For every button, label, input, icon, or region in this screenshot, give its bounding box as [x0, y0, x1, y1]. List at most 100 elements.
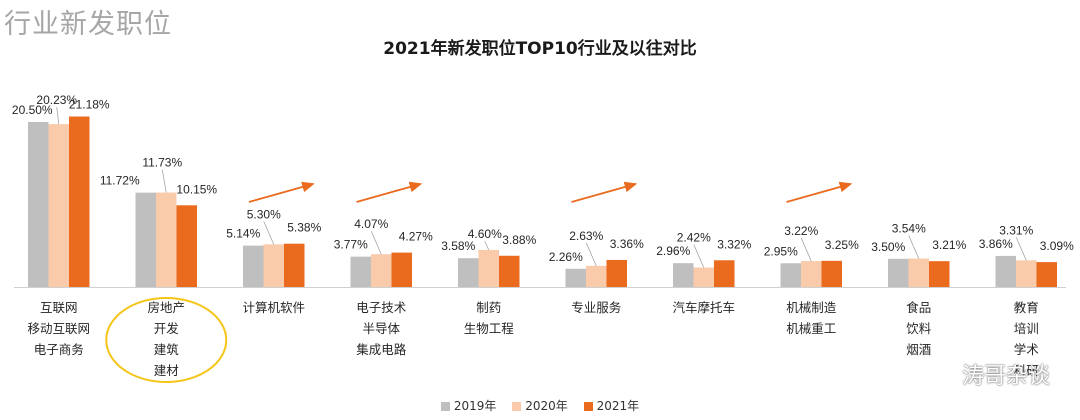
bar-10-2019年 — [995, 255, 1016, 287]
data-label-2-2020年: 11.73% — [142, 156, 182, 170]
data-label-8-2019年: 2.95% — [764, 244, 798, 258]
data-label-4-2019年: 3.77% — [334, 238, 368, 252]
category-label-7-1: 汽车摩托车 — [672, 300, 735, 315]
data-label-8-2021年: 3.25% — [825, 238, 859, 252]
category-label-10-1: 教育 — [1014, 300, 1039, 315]
rising-arrow-3 — [248, 181, 315, 203]
bar-3-2019年 — [243, 245, 264, 287]
legend-swatch-2019 — [440, 402, 450, 411]
data-label-10-2020年: 3.31% — [999, 223, 1033, 237]
data-label-7-2019年: 2.96% — [656, 244, 690, 258]
chart-legend: 2019年 2020年 2021年 — [0, 397, 1080, 414]
legend-item-2021: 2021年 — [583, 397, 640, 414]
category-label-2-2: 开发 — [154, 321, 180, 336]
highlight-circle — [105, 297, 228, 383]
category-label-9-3: 烟酒 — [906, 343, 931, 357]
category-label-5-2: 生物工程 — [464, 321, 515, 336]
data-label-2-2019年: 11.72% — [100, 174, 140, 188]
category-label-8-1: 机械制造 — [786, 300, 837, 315]
category-label-10-4: 科研 — [1014, 364, 1039, 378]
bar-9-2021年 — [929, 261, 950, 287]
bar-6-2020年 — [586, 265, 607, 287]
category-label-10-2: 培训 — [1014, 321, 1039, 336]
category-label-3-1: 计算机软件 — [242, 300, 305, 315]
data-label-5-2021年: 3.88% — [502, 233, 536, 247]
leader-line-10 — [1015, 237, 1027, 261]
bar-8-2020年 — [801, 261, 822, 287]
category-label-5-1: 制药 — [476, 301, 501, 315]
data-label-1-2020年: 20.23% — [36, 93, 77, 107]
bar-4-2019年 — [350, 256, 371, 287]
wechat-icon — [926, 366, 954, 387]
legend-label-2019: 2019年 — [453, 399, 497, 413]
legend-item-2020: 2020年 — [512, 397, 568, 414]
data-label-2-2021年: 10.15% — [176, 182, 217, 196]
bar-8-2021年 — [821, 260, 842, 287]
category-label-2-4: 建材 — [154, 364, 179, 378]
bar-5-2020年 — [478, 249, 499, 287]
data-label-3-2019年: 5.14% — [226, 227, 260, 241]
category-label-1-1: 互联网 — [40, 301, 78, 315]
leader-line-2 — [161, 169, 167, 193]
category-label-4-2: 半导体 — [362, 322, 400, 336]
category-label-1-2: 移动互联网 — [27, 322, 90, 336]
leader-line-5 — [484, 240, 490, 251]
category-label-8-2: 机械重工 — [786, 321, 836, 336]
category-label-10-3: 学术 — [1014, 342, 1040, 357]
bar-2-2020年 — [156, 192, 177, 287]
category-label-4-1: 电子技术 — [356, 301, 407, 315]
category-label-6-1: 专业服务 — [571, 300, 621, 315]
rising-arrow-8 — [786, 181, 853, 203]
bar-10-2020年 — [1016, 260, 1037, 287]
bar-8-2019年 — [780, 263, 801, 287]
data-label-3-2020年: 5.30% — [247, 207, 281, 221]
bar-9-2019年 — [888, 258, 909, 287]
data-label-9-2020年: 3.54% — [892, 222, 926, 236]
legend-swatch-2021 — [583, 402, 593, 411]
watermark: 涛哥杂谈 — [926, 358, 1050, 390]
bar-2-2019年 — [135, 192, 156, 287]
legend-swatch-2020 — [512, 402, 522, 411]
data-label-10-2019年: 3.86% — [979, 237, 1013, 251]
bar-5-2019年 — [458, 258, 479, 287]
data-label-9-2019年: 3.50% — [871, 240, 905, 254]
category-label-4-3: 集成电路 — [356, 342, 407, 357]
leader-line-7 — [693, 244, 705, 268]
data-label-9-2021年: 3.21% — [932, 238, 966, 252]
bar-7-2020年 — [693, 267, 714, 287]
data-label-5-2019年: 3.58% — [441, 239, 475, 253]
bar-1-2020年 — [48, 124, 69, 287]
watermark-text: 涛哥杂谈 — [961, 364, 1050, 389]
data-label-7-2021年: 3.32% — [717, 237, 751, 251]
data-label-1-2021年: 21.18% — [69, 98, 110, 112]
bar-4-2021年 — [391, 252, 412, 287]
legend-label-2020: 2020年 — [525, 399, 568, 413]
leader-line-6 — [585, 242, 597, 266]
data-label-4-2020年: 4.07% — [354, 217, 388, 231]
leader-line-3 — [263, 221, 275, 245]
bar-9-2020年 — [908, 258, 929, 287]
data-label-5-2020年: 4.60% — [468, 227, 502, 241]
bar-7-2021年 — [714, 260, 735, 287]
bar-10-2021年 — [1036, 262, 1057, 287]
data-label-6-2020年: 2.63% — [569, 229, 603, 243]
legend-item-2019: 2019年 — [440, 397, 497, 414]
category-label-9-2: 饮料 — [906, 322, 932, 336]
category-label-2-3: 建筑 — [154, 342, 180, 357]
category-label-9-1: 食品 — [906, 300, 931, 315]
leader-line-1 — [56, 107, 60, 125]
chart-title: 2021年新发职位TOP10行业及以往对比 — [383, 39, 697, 59]
data-label-7-2020年: 2.42% — [677, 231, 711, 245]
leader-line-9 — [908, 235, 920, 259]
legend-label-2021: 2021年 — [596, 399, 640, 413]
data-label-4-2021年: 4.27% — [399, 230, 433, 244]
bar-1-2021年 — [69, 116, 90, 287]
data-label-10-2021年: 3.09% — [1040, 239, 1074, 253]
bar-4-2020年 — [371, 254, 392, 287]
bar-1-2019年 — [28, 121, 49, 287]
bar-6-2019年 — [565, 268, 586, 287]
bar-3-2020年 — [263, 244, 284, 287]
bar-6-2021年 — [606, 259, 627, 287]
bar-5-2021年 — [499, 255, 520, 287]
data-label-6-2021年: 3.36% — [610, 237, 644, 251]
